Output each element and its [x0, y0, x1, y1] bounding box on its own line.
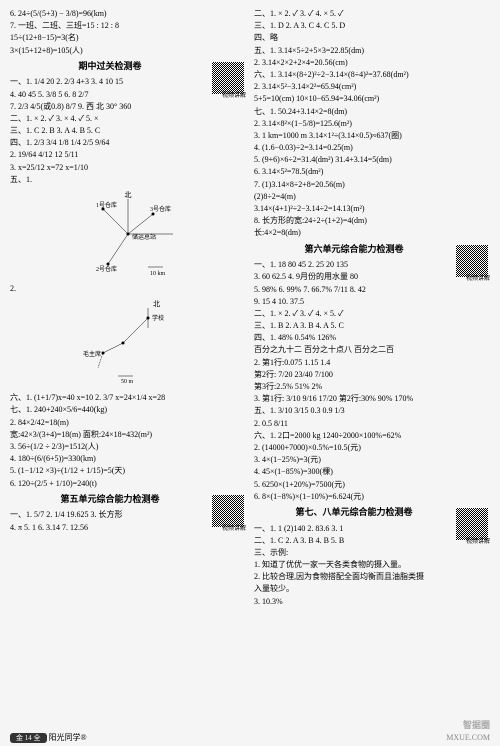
text-line: 七、1. 240+240×5/6=440(kg) — [10, 404, 246, 415]
qr-label: 视频讲解 — [222, 92, 246, 100]
qr-label: 视频讲解 — [222, 525, 246, 533]
text-line: 2. — [10, 283, 246, 294]
text-line: 五、1. — [10, 174, 246, 185]
text-line: 9. 15 4 10. 37.5 — [254, 296, 490, 307]
text-line: 6. 8×(1−8%)×(1−10%)=6.624(元) — [254, 491, 490, 502]
text-line: 百分之九十二 百分之十点八 百分之二百 — [254, 344, 490, 355]
section-title-mid-exam: 期中过关检测卷 — [10, 60, 246, 73]
text-line: (2)8÷2=4(m) — [254, 191, 490, 202]
text-line: 第2行: 7/20 23/40 7/100 — [254, 369, 490, 380]
text-line: 5+5=10(cm) 10×10−65.94=34.06(cm²) — [254, 93, 490, 104]
text-line: 3. 56÷(1/2 ÷ 2/3)=1512(人) — [10, 441, 246, 452]
text-line: 五、1. 3.14×5÷2+5×3=22.85(dm) — [254, 45, 490, 56]
qr-code-icon — [212, 62, 244, 94]
text-line: 4. 180÷(6/(6+5))=330(km) — [10, 453, 246, 464]
text-line: 六、1. 3.14×(8÷2)²÷2−3.14×(8÷4)²=37.68(dm²… — [254, 69, 490, 80]
text-line: 四、1. 48% 0.54% 126% — [254, 332, 490, 343]
compass-diagram-2: 北 学校 毛主席 50 m — [78, 298, 178, 388]
text-line: 七、1. 50.24+3.14×2=8(dm) — [254, 106, 490, 117]
svg-text:储运总站: 储运总站 — [132, 233, 156, 241]
text-line: 2. 3.14×8²×(1−5/8)=125.6(m²) — [254, 118, 490, 129]
text-line: 5. 6250×(1+20%)=7500(元) — [254, 479, 490, 490]
text-line: 四、略 — [254, 32, 490, 43]
text-line: 二、1. × 2. ✓ 3. ✓ 4. × 5. ✓ — [254, 308, 490, 319]
text-line: 3. 60 62.5 4. 9月份的用水量 80 — [254, 271, 454, 282]
text-line: 6. 120÷(2/5 + 1/10)=240(t) — [10, 478, 246, 489]
text-line: 3. 4×(1−25%)=3(元) — [254, 454, 490, 465]
qr-code-icon — [456, 508, 488, 540]
text-line: 5. 98% 6. 99% 7. 66.7% 7/11 8. 42 — [254, 284, 490, 295]
svg-text:毛主席: 毛主席 — [83, 350, 101, 358]
text-line: 2. 3.14×2×2+2×4=20.56(cm) — [254, 57, 490, 68]
text-line: 二、1. × 2. ✓ 3. × 4. ✓ 5. × — [10, 113, 246, 124]
text-line: 2. 19/64 4/12 12 5/11 — [10, 149, 246, 160]
text-line: 4. 40 45 5. 3/8 5 6. 8 2/7 — [10, 89, 210, 100]
text-line: 三、1. B 2. A 3. B 4. A 5. C — [254, 320, 490, 331]
svg-text:北: 北 — [153, 300, 160, 308]
text-line: 5. (9+6)×6÷2=31.4(dm²) 31.4+3.14=5(dm) — [254, 154, 490, 165]
svg-text:10 km: 10 km — [150, 271, 166, 277]
text-line: 六、1. (1+1/7)x=40 x=10 2. 3/7 x=24×1/4 x=… — [10, 392, 246, 403]
text-line: 6. 3.14×5²=78.5(dm²) — [254, 166, 490, 177]
text-line: 8. 长方形的宽:24÷2÷(1+2)=4(dm) — [254, 215, 490, 226]
text-line: 3. x=25/12 x=72 x=1/10 — [10, 162, 246, 173]
svg-text:2号仓库: 2号仓库 — [96, 265, 117, 273]
svg-text:3号仓库: 3号仓库 — [150, 205, 171, 213]
section-title-unit78: 第七、八单元综合能力检测卷 — [254, 506, 490, 519]
text-line: 二、1. C 2. A 3. B 4. B 5. B — [254, 535, 454, 546]
page-footer: 金 14 全 阳光同学® MXUE.COM — [0, 732, 500, 744]
svg-text:50 m: 50 m — [121, 379, 134, 383]
section-title-unit6: 第六单元综合能力检测卷 — [254, 243, 490, 256]
text-line: 3. 10.3% — [254, 596, 490, 607]
text-line: 3. 1 km=1000 m 3.14×1²÷(3.14×0.5)≈637(圈) — [254, 130, 490, 141]
svg-text:1号仓库: 1号仓库 — [96, 201, 117, 209]
text-line: 2. 比较合理,因为食物搭配全面均衡而且油脂类摄 — [254, 571, 490, 582]
compass-diagram-1: 北 1号仓库 3号仓库 储运总站 2号仓库 10 km — [78, 189, 178, 279]
text-line: 三、示例: — [254, 547, 490, 558]
text-line: 长:4×2=8(dm) — [254, 227, 490, 238]
qr-label: 视频讲解 — [466, 275, 490, 283]
text-line: 2. 第1行:0.075 1.15 1.4 — [254, 357, 490, 368]
text-line: 六、1. 2口=2000 kg 1240÷2000×100%=62% — [254, 430, 490, 441]
text-line: 一、1. 5/7 2. 1/4 19.625 3. 长方形 — [10, 509, 210, 520]
section-title-unit5: 第五单元综合能力检测卷 — [10, 493, 246, 506]
watermark: 智据圈 — [463, 719, 490, 732]
text-line: 6. 24÷(5/(5+3) − 3/8)=96(km) — [10, 8, 246, 19]
text-line: 三、1. C 2. B 3. A 4. B 5. C — [10, 125, 246, 136]
footer-brand: 阳光同学® — [49, 733, 87, 742]
text-line: 三、1. D 2. A 3. C 4. C 5. D — [254, 20, 490, 31]
text-line: 一、1. 1/4 20 2. 2/3 4+3 3. 4 10 15 — [10, 76, 210, 87]
text-line: 二、1. × 2. ✓ 3. ✓ 4. × 5. ✓ — [254, 8, 490, 19]
text-line: 入量较少。 — [254, 583, 490, 594]
text-line: 4. π 5. 1 6. 3.14 7. 12.56 — [10, 522, 210, 533]
text-line: 3.14×(4+1)²÷2−3.14÷2=14.13(m²) — [254, 203, 490, 214]
text-line: 2. 0.5 8/11 — [254, 418, 490, 429]
text-line: 宽:42×3/(3+4)=18(m) 面积:24×18=432(m²) — [10, 429, 246, 440]
text-line: 1. 知道了优优一家一天各类食物的摄入量。 — [254, 559, 490, 570]
text-line: 15÷(12+8−15)=3(名) — [10, 32, 246, 43]
text-line: 7. 一班、二班、三班=15 : 12 : 8 — [10, 20, 246, 31]
text-line: 3. 第1行: 3/10 9/16 17/20 第2行:30% 90% 170% — [254, 393, 490, 404]
text-line: 四、1. 2/3 3/4 1/8 1/4 2/5 9/64 — [10, 137, 246, 148]
text-line: 2. (14000+7000)×0.5%=10.5(元) — [254, 442, 490, 453]
text-line: 2. 3.14×5²−3.14×2²=65.94(cm²) — [254, 81, 490, 92]
qr-label: 视频讲解 — [466, 538, 490, 546]
text-line: 五、1. 3/10 3/15 0.3 0.9 1/3 — [254, 405, 490, 416]
svg-text:北: 北 — [125, 191, 132, 199]
text-line: 4. (1.6−0.03)÷2=3.14=0.25(m) — [254, 142, 490, 153]
text-line: 一、1. 18 80 45 2. 25 20 135 — [254, 259, 454, 270]
footer-site: MXUE.COM — [446, 732, 490, 744]
text-line: 5. (1−1/12 ×3)÷(1/12 + 1/15)=5(天) — [10, 465, 246, 476]
footer-badge: 金 14 全 — [10, 733, 47, 743]
svg-text:学校: 学校 — [152, 314, 164, 322]
text-line: 2. 84×2/42=18(m) — [10, 417, 246, 428]
qr-code-icon — [456, 245, 488, 277]
text-line: 7. 2/3 4/5(或0.8) 8/7 9. 西 北 30° 360 — [10, 101, 246, 112]
text-line: 第3行:2.5% 51% 2% — [254, 381, 490, 392]
qr-code-icon — [212, 495, 244, 527]
text-line: 4. 45×(1−85%)=300(棵) — [254, 466, 490, 477]
text-line: 3×(15+12+8)=105(人) — [10, 45, 246, 56]
text-line: 7. (1)3.14×8÷2+8=20.56(m) — [254, 179, 490, 190]
text-line: 一、1. 1 (2)140 2. 83.6 3. 1 — [254, 523, 454, 534]
